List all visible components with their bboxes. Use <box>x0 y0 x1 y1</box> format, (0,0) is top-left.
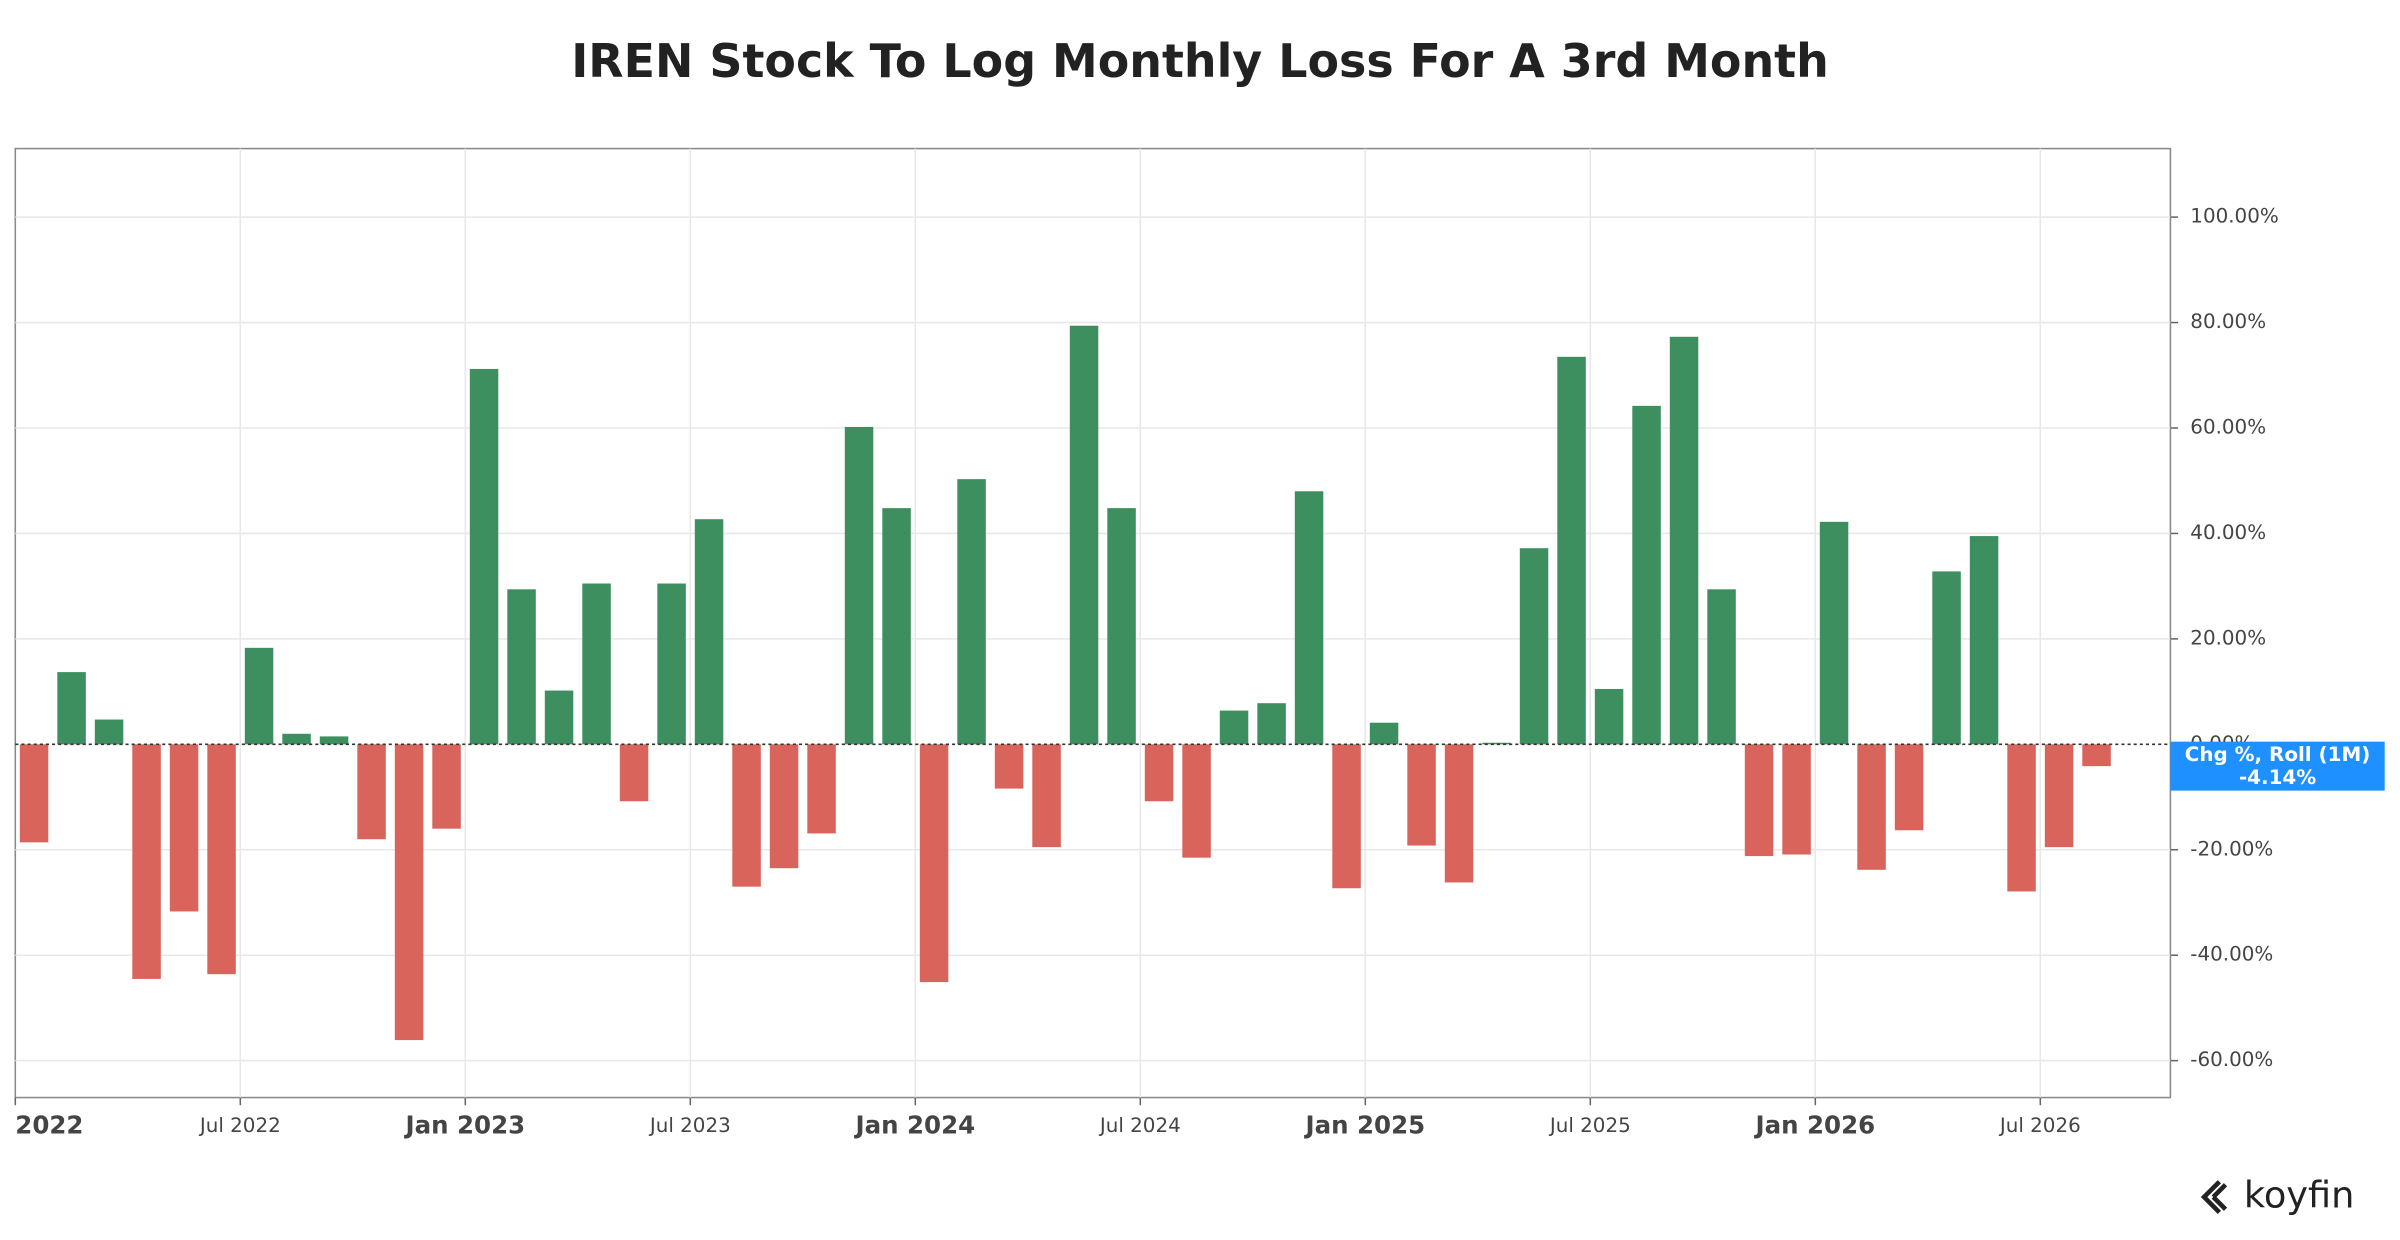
bar <box>1557 356 1586 745</box>
bar <box>1707 589 1736 745</box>
bar <box>1032 744 1061 848</box>
bar <box>19 744 49 843</box>
bar <box>282 733 311 745</box>
bar <box>732 744 761 887</box>
bar <box>957 479 986 745</box>
y-tick-label: 40.00% <box>2190 521 2266 544</box>
bar <box>207 744 236 975</box>
bar <box>1332 744 1361 889</box>
bar <box>1444 744 1474 883</box>
bar <box>807 744 836 834</box>
brand-name: koyfin <box>2244 1174 2355 1217</box>
bar <box>1107 508 1136 745</box>
chart-title: IREN Stock To Log Monthly Loss For A 3rd… <box>571 34 1829 88</box>
bar <box>1219 710 1249 745</box>
last-value-label: -4.14% <box>2239 766 2316 789</box>
bar <box>94 719 124 745</box>
x-tick-label: Jul 2024 <box>1098 1114 1181 1137</box>
bar <box>132 744 161 979</box>
y-tick-label: -20.00% <box>2190 837 2273 860</box>
bar <box>1482 742 1511 745</box>
bar <box>394 744 424 1041</box>
bar <box>1519 548 1549 745</box>
x-tick-label: Jul 2025 <box>1548 1114 1631 1137</box>
bar <box>244 647 274 745</box>
bar <box>769 744 799 869</box>
bar <box>1969 536 1999 745</box>
bar <box>357 744 386 840</box>
bar <box>1407 744 1436 846</box>
bar <box>1594 688 1624 745</box>
bar <box>1669 336 1699 745</box>
bar <box>1857 744 1886 870</box>
bar <box>844 426 874 745</box>
x-tick-label: Jul 2022 <box>198 1114 281 1137</box>
bar <box>1894 744 1924 831</box>
x-tick-label: Jan 2023 <box>403 1111 525 1140</box>
bar <box>694 519 724 745</box>
bar <box>1369 722 1399 745</box>
bar <box>919 744 949 983</box>
brand: koyfin <box>2200 1174 2355 1217</box>
bar <box>994 744 1024 789</box>
bar <box>2007 744 2036 892</box>
bar <box>1182 744 1211 858</box>
bar <box>169 744 199 912</box>
bar <box>582 583 611 745</box>
y-tick-label: -60.00% <box>2190 1048 2273 1071</box>
bar <box>619 744 649 802</box>
x-tick-label: Jan 2025 <box>1303 1111 1425 1140</box>
x-tick-label: Jan 2024 <box>853 1111 975 1140</box>
x-tick-label: 2022 <box>15 1111 83 1140</box>
bar <box>1632 405 1661 745</box>
y-tick-label: -40.00% <box>2190 943 2273 966</box>
bar <box>1819 521 1849 745</box>
bar <box>507 589 536 745</box>
y-tick-label: 60.00% <box>2190 415 2266 438</box>
bar <box>57 672 86 745</box>
brand-logo <box>2200 1180 2228 1214</box>
x-tick-label: Jul 2023 <box>648 1114 731 1137</box>
bar <box>2082 744 2111 767</box>
bar <box>1144 744 1174 802</box>
bar <box>544 690 574 745</box>
bar <box>432 744 461 829</box>
grid <box>15 148 2171 1098</box>
y-tick-label: 100.00% <box>2190 205 2278 228</box>
bar <box>1744 744 1774 857</box>
bar <box>657 583 686 745</box>
y-tick-label: 20.00% <box>2190 626 2266 649</box>
bar <box>2044 744 2074 848</box>
plot-frame <box>14 147 2172 1099</box>
bar <box>882 508 911 745</box>
last-value-badge <box>2170 741 2385 791</box>
bar <box>1257 703 1286 745</box>
x-tick-label: Jul 2026 <box>1998 1114 2081 1137</box>
x-tick-label: Jan 2026 <box>1753 1111 1875 1140</box>
bar <box>1932 571 1961 745</box>
bar <box>1069 325 1099 745</box>
bar <box>469 368 499 745</box>
bar <box>1294 491 1324 745</box>
y-tick-label: 80.00% <box>2190 310 2266 333</box>
bar <box>319 736 349 745</box>
legend-label: Chg %, Roll (1M) <box>2185 743 2371 766</box>
bar <box>1782 744 1811 855</box>
